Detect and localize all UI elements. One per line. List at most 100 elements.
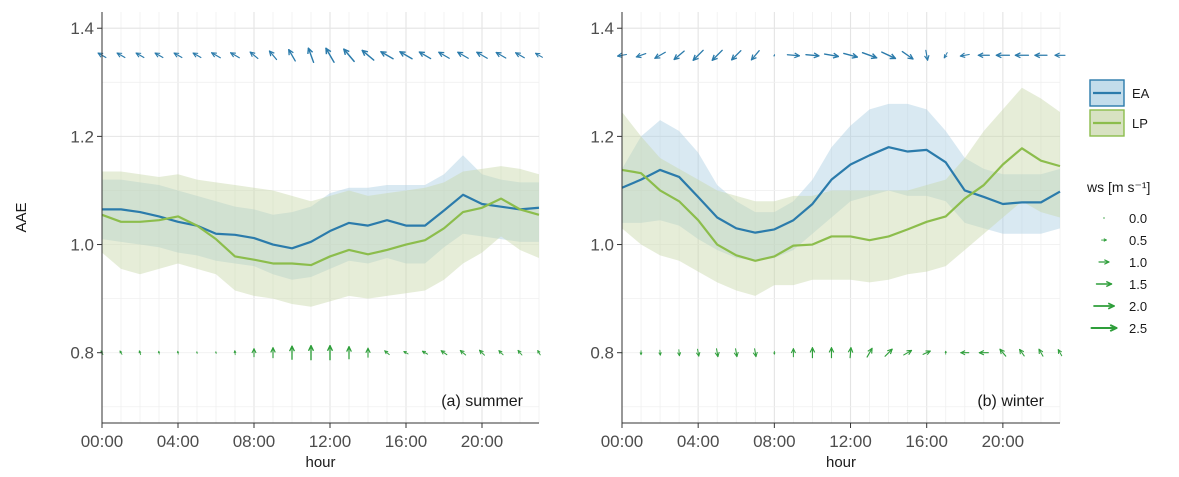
wind-arrow-ea — [230, 52, 240, 59]
wind-arrows-ea — [97, 47, 543, 64]
wind-arrow-ea — [773, 53, 776, 57]
wind-arrow-lp — [773, 350, 776, 355]
wind-arrow-ea — [901, 50, 914, 60]
ws-legend-arrow — [1090, 324, 1118, 332]
ribbon-ea — [622, 103, 1060, 261]
y-tick-label: 0.8 — [590, 344, 614, 363]
wind-arrow-lp — [944, 350, 947, 355]
wind-arrow-lp — [903, 349, 913, 356]
ws-legend-title: ws [m s⁻¹] — [1086, 179, 1150, 195]
wind-arrow-ea — [457, 51, 469, 59]
wind-arrow-ea — [173, 52, 183, 59]
wind-arrow-ea — [495, 51, 507, 59]
wind-arrow-lp — [828, 347, 835, 359]
ribbon-lp — [622, 87, 1060, 296]
x-tick-label: 08:00 — [753, 432, 796, 451]
y-tick-label: 1.2 — [590, 127, 614, 146]
wind-arrow-lp — [307, 345, 315, 361]
wind-arrow-lp — [537, 350, 541, 356]
wind-arrow-ea — [1034, 52, 1048, 59]
wind-arrow-lp — [809, 347, 816, 359]
wind-arrow-ea — [750, 50, 760, 61]
wind-arrow-ea — [654, 51, 666, 59]
wind-arrow-ea — [515, 52, 525, 59]
wind-arrow-ea — [154, 52, 164, 59]
wind-arrow-lp — [270, 347, 276, 359]
wind-arrow-lp — [498, 350, 504, 356]
wind-arrow-lp — [251, 348, 257, 358]
wind-arrows-lp — [100, 345, 541, 361]
wind-arrow-lp — [196, 351, 198, 355]
wind-arrow-lp — [384, 350, 390, 356]
wind-arrow-ea — [192, 52, 202, 59]
wind-arrow-ea — [418, 51, 432, 60]
ws-legend-arrow — [1095, 280, 1113, 288]
legend-item-lp: LP — [1089, 109, 1148, 137]
x-tick-label: 16:00 — [385, 432, 428, 451]
wind-arrow-ea — [249, 51, 259, 60]
wind-arrow-ea — [861, 51, 878, 60]
wind-arrow-lp — [421, 350, 429, 355]
wind-arrow-ea — [977, 52, 990, 59]
wind-arrow-ea — [692, 49, 704, 61]
wind-arrow-ea — [959, 52, 970, 58]
wind-arrow-lp — [978, 349, 989, 356]
wind-arrow-ea — [307, 47, 315, 64]
legend-item-ea: EA — [1089, 79, 1150, 107]
wind-arrow-ea — [805, 52, 820, 59]
x-axis-title: hour — [826, 454, 856, 471]
wind-arrow-lp — [403, 351, 409, 355]
y-tick-label: 1.4 — [70, 19, 94, 38]
legend-label: LP — [1132, 116, 1148, 131]
ws-legend-arrow — [1098, 259, 1110, 265]
wind-arrow-ea — [924, 49, 930, 61]
wind-arrow-ea — [288, 48, 296, 62]
ws-legend-arrow — [1093, 302, 1115, 310]
wind-arrow-lp — [157, 350, 161, 355]
ws-legend-label: 2.0 — [1129, 299, 1147, 314]
wind-arrow-ea — [268, 50, 278, 61]
wind-arrow-ea — [843, 52, 858, 59]
y-tick-label: 1.0 — [590, 236, 614, 255]
wind-arrow-lp — [459, 349, 467, 356]
wind-arrow-lp — [1057, 349, 1063, 357]
wind-arrow-lp — [215, 351, 217, 355]
wind-arrow-lp — [733, 348, 739, 358]
panel-1: 0.8 1.0 1.2 1.4 00:00 04:00 08:00 12:00 16:00 20:… — [590, 12, 1066, 471]
x-tick-label: 20:00 — [461, 432, 504, 451]
wind-arrow-lp — [790, 348, 796, 358]
x-tick-label: 04:00 — [157, 432, 200, 451]
wind-arrow-lp — [440, 350, 448, 356]
ws-legend-label: 1.5 — [1129, 277, 1147, 292]
wind-arrow-lp — [714, 348, 720, 358]
wind-arrow-lp — [884, 348, 893, 357]
wind-arrow-ea — [786, 52, 800, 59]
wind-arrow-lp — [288, 345, 296, 360]
wind-arrow-lp — [326, 345, 334, 361]
wind-arrow-ea — [943, 52, 948, 59]
x-tick-label: 00:00 — [601, 432, 644, 451]
x-axis-title: hour — [305, 454, 335, 471]
wind-arrow-ea — [535, 52, 543, 58]
ribbon-ea — [102, 155, 539, 280]
y-axis-title: AAE — [13, 202, 30, 232]
y-tick-label: 1.2 — [70, 127, 94, 146]
wind-arrows-lp — [621, 347, 1063, 359]
wind-arrow-ea — [711, 49, 723, 61]
legend: EA LP ws [m s⁻¹] 0.0 0.5 1.0 1.5 2.0 2.5 — [1086, 79, 1150, 336]
x-tick-label: 08:00 — [233, 432, 276, 451]
wind-arrow-ea — [438, 51, 450, 59]
ws-legend-label: 1.0 — [1129, 255, 1147, 270]
ws-legend-label: 2.5 — [1129, 321, 1147, 336]
wind-arrow-ea — [343, 48, 355, 63]
wind-arrow-lp — [365, 347, 371, 358]
wind-arrow-ea — [673, 50, 685, 61]
y-tick-label: 1.0 — [70, 236, 94, 255]
wind-arrow-lp — [346, 346, 352, 360]
wind-arrow-lp — [999, 348, 1007, 357]
wind-arrow-lp — [960, 350, 970, 356]
wind-arrow-ea — [476, 51, 488, 59]
wind-arrow-lp — [922, 350, 931, 356]
wind-arrow-lp — [695, 348, 701, 357]
